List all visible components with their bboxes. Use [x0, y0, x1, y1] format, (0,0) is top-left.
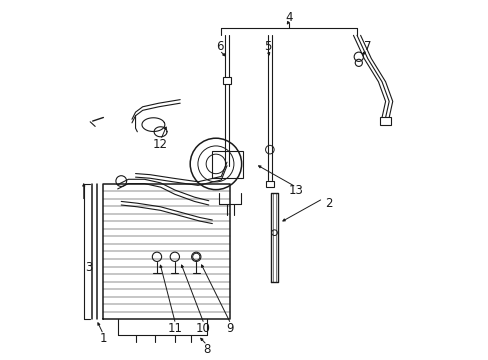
Text: 8: 8: [203, 343, 210, 356]
Text: 3: 3: [85, 261, 93, 274]
Text: 5: 5: [264, 40, 271, 53]
Text: 6: 6: [215, 40, 223, 53]
Bar: [265, 181, 273, 187]
Text: 10: 10: [196, 322, 210, 335]
Text: 12: 12: [153, 138, 168, 151]
Text: 2: 2: [324, 197, 331, 210]
Text: 1: 1: [100, 333, 107, 346]
Text: 7: 7: [363, 40, 371, 53]
Text: 4: 4: [285, 11, 292, 24]
Bar: [212, 152, 242, 178]
Text: 11: 11: [167, 322, 182, 335]
Bar: [380, 117, 390, 125]
Text: 9: 9: [226, 322, 233, 335]
Text: 13: 13: [288, 184, 303, 197]
Bar: [223, 77, 230, 84]
